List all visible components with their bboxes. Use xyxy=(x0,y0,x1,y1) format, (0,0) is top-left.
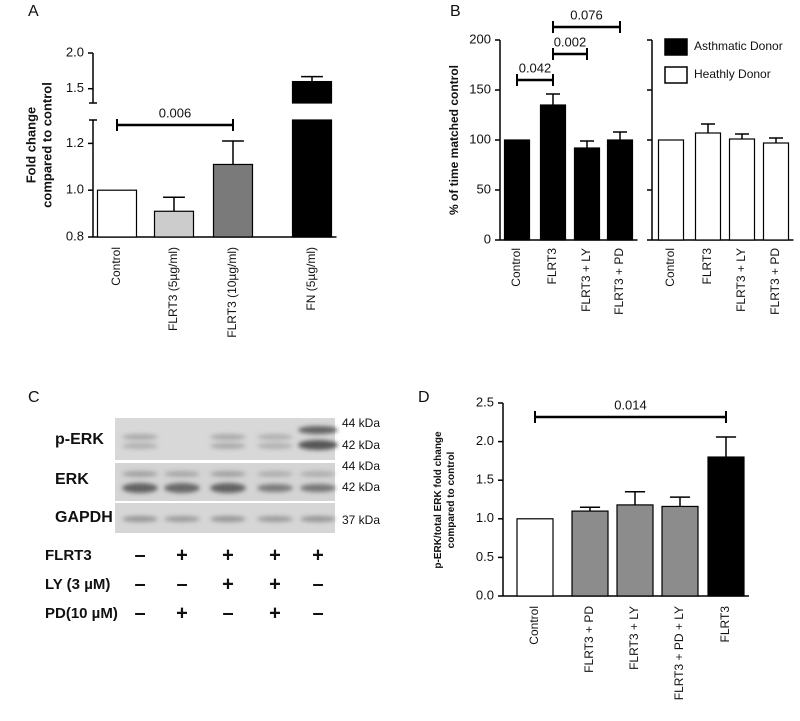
bar xyxy=(503,139,531,241)
y-tick-label: 1.2 xyxy=(66,135,84,150)
y-tick-label: 0.5 xyxy=(476,549,494,564)
treatment-sign: + xyxy=(269,544,281,566)
treatment-label: FLRT3 xyxy=(45,547,92,564)
p-value: 0.006 xyxy=(159,105,192,120)
treatment-sign: – xyxy=(312,602,323,624)
x-tick-label: FLRT3 xyxy=(545,248,559,285)
legend-label: Asthmatic Donor xyxy=(694,39,783,53)
panel-label: D xyxy=(418,389,430,406)
x-tick-label: FLRT3 (5µg/ml) xyxy=(166,247,180,331)
y-tick-label: 50 xyxy=(477,181,491,196)
y-axis-label: p-ERK/total ERK fold change xyxy=(433,431,444,569)
x-tick-label: FLRT3 xyxy=(718,606,732,643)
x-tick-label: Control xyxy=(527,606,541,645)
bar xyxy=(291,80,333,104)
x-tick-label: FLRT3 + PD xyxy=(612,248,626,315)
x-tick-label: Control xyxy=(663,248,677,287)
y-tick-label: 1.0 xyxy=(66,182,84,197)
blot-row-label: GAPDH xyxy=(55,509,113,526)
blot-image xyxy=(115,418,338,533)
molecular-weight: 44 kDa xyxy=(342,459,380,473)
treatment-sign: – xyxy=(176,573,187,595)
p-value: 0.002 xyxy=(554,34,587,49)
molecular-weight: 37 kDa xyxy=(342,513,380,527)
legend-label: Heathly Donor xyxy=(694,67,771,81)
bar xyxy=(707,456,745,597)
blot-row-label: ERK xyxy=(55,471,89,488)
bar xyxy=(661,505,699,597)
x-tick-label: FLRT3 + PD xyxy=(768,248,782,315)
y-tick-label: 200 xyxy=(469,31,491,46)
blot-row-label: p-ERK xyxy=(55,431,104,448)
treatment-sign: – xyxy=(312,573,323,595)
bar xyxy=(762,142,790,241)
y-tick-label: 1.5 xyxy=(66,80,84,95)
x-tick-label: FLRT3 + PD + LY xyxy=(672,606,686,700)
treatment-sign: + xyxy=(222,573,234,595)
x-tick-label: Control xyxy=(109,247,123,286)
x-tick-label: FLRT3 (10µg/ml) xyxy=(225,247,239,338)
y-tick-label: 2.0 xyxy=(66,44,84,59)
y-tick-label: 150 xyxy=(469,81,491,96)
treatment-sign: + xyxy=(312,544,324,566)
molecular-weight: 44 kDa xyxy=(342,416,380,430)
y-tick-label: 2.5 xyxy=(476,394,494,409)
bar xyxy=(212,163,254,238)
bar xyxy=(728,138,756,241)
bar xyxy=(539,104,567,241)
p-value: 0.042 xyxy=(519,60,552,75)
bar xyxy=(694,132,722,241)
bar xyxy=(153,210,195,238)
y-tick-label: 1.5 xyxy=(476,472,494,487)
x-tick-label: FLRT3 + LY xyxy=(579,248,593,312)
x-tick-label: Control xyxy=(509,248,523,287)
x-tick-label: FLRT3 + LY xyxy=(734,248,748,312)
bar xyxy=(606,139,634,241)
x-tick-label: FLRT3 xyxy=(700,248,714,285)
panel-label: B xyxy=(450,3,461,20)
treatment-label: PD(10 µM) xyxy=(45,605,118,622)
bar xyxy=(516,518,554,597)
bar xyxy=(616,504,654,597)
p-value: 0.014 xyxy=(614,397,647,412)
x-tick-label: FLRT3 + LY xyxy=(627,606,641,670)
treatment-sign: + xyxy=(269,573,281,595)
y-tick-label: 0.8 xyxy=(66,228,84,243)
bar xyxy=(96,189,138,238)
y-tick-label: 0.0 xyxy=(476,587,494,602)
legend-swatch xyxy=(664,66,688,84)
y-axis-label: compared to control xyxy=(39,82,54,208)
treatment-sign: – xyxy=(134,602,145,624)
x-tick-label: FLRT3 + PD xyxy=(582,606,596,673)
y-tick-label: 2.0 xyxy=(476,433,494,448)
bar xyxy=(291,119,333,238)
treatment-sign: – xyxy=(222,602,233,624)
panel-label: A xyxy=(28,3,39,20)
y-tick-label: 1.0 xyxy=(476,510,494,525)
treatment-sign: + xyxy=(176,602,188,624)
y-tick-label: 100 xyxy=(469,131,491,146)
bar xyxy=(657,139,685,241)
treatment-sign: – xyxy=(134,544,145,566)
p-value: 0.076 xyxy=(570,7,603,22)
legend-swatch xyxy=(664,38,688,56)
treatment-sign: + xyxy=(222,544,234,566)
y-axis-label: % of time matched control xyxy=(447,65,461,215)
treatment-sign: – xyxy=(134,573,145,595)
treatment-sign: + xyxy=(176,544,188,566)
bar xyxy=(573,147,601,241)
treatment-sign: + xyxy=(269,602,281,624)
y-axis-label: compared to control xyxy=(446,451,457,548)
x-tick-label: FN (5µg/ml) xyxy=(304,247,318,311)
panel-label: C xyxy=(28,389,40,406)
blot-strip xyxy=(115,463,335,501)
y-tick-label: 0 xyxy=(484,231,491,246)
bar xyxy=(571,510,609,597)
treatment-label: LY (3 µM) xyxy=(45,576,110,593)
molecular-weight: 42 kDa xyxy=(342,480,380,494)
y-axis-label: Fold change xyxy=(23,107,38,184)
molecular-weight: 42 kDa xyxy=(342,438,380,452)
